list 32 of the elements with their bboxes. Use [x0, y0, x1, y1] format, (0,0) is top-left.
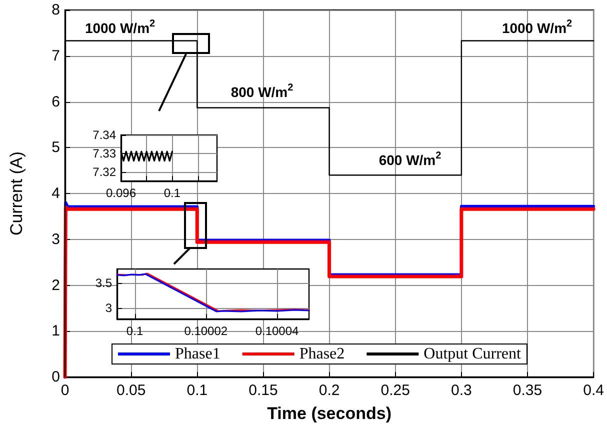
x-tick-label: 0.1	[126, 324, 144, 338]
legend-label: Phase2	[299, 346, 345, 362]
x-tick-label: 0.10004	[255, 324, 300, 338]
legend-label: Phase1	[175, 346, 220, 362]
x-tick-label: 0.35	[512, 382, 542, 399]
x-tick-label: 0.1	[164, 186, 181, 200]
y-tick-label: 4	[52, 185, 60, 202]
y-tick-label: 7.34	[92, 128, 116, 142]
x-tick-label: 0.15	[248, 382, 278, 399]
x-tick-label: 0.25	[380, 382, 410, 399]
y-tick-label: 8	[52, 2, 60, 18]
y-tick-label: 7.32	[92, 164, 116, 179]
y-tick-label: 7	[52, 47, 60, 64]
y-tick-label: 3	[105, 301, 112, 315]
x-tick-label: 0.10002	[184, 324, 228, 338]
y-tick-label: 1	[52, 322, 60, 340]
y-tick-label: 7.33	[92, 146, 116, 160]
x-tick-label: 0.096	[106, 186, 136, 200]
y-tick-label: 0	[52, 368, 60, 386]
x-tick-label: 0.05	[116, 382, 146, 399]
x-tick-label: 0.4	[583, 382, 604, 399]
y-tick-label: 5	[52, 139, 60, 156]
y-tick-label: 6	[52, 93, 60, 110]
y-axis-title: Current (A)	[7, 151, 26, 236]
y-tick-label: 2	[52, 276, 60, 294]
x-tick-label: 0.3	[451, 382, 472, 399]
y-tick-label: 3	[52, 230, 60, 248]
legend-label: Output Current	[424, 346, 522, 362]
x-tick-label: 0.2	[318, 382, 340, 399]
y-tick-label: 3.5	[95, 276, 112, 290]
x-tick-label: 0.1	[186, 382, 208, 399]
x-axis-title: Time (seconds)	[267, 404, 392, 423]
